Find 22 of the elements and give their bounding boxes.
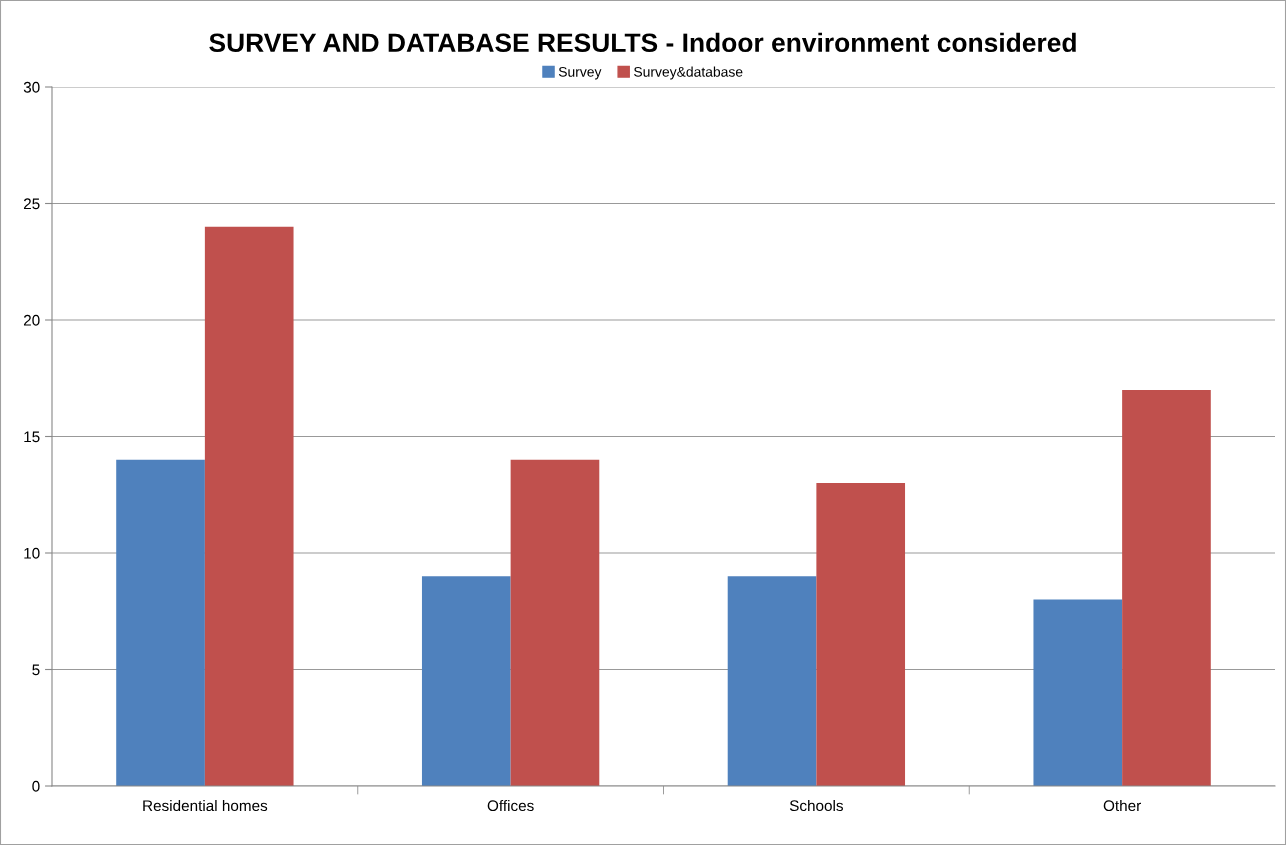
y-tick-label: 0 [32,780,40,792]
y-tick-label: 30 [23,81,40,93]
x-tick-label: Other [1103,799,1141,812]
bar [204,226,294,786]
bar [816,483,906,786]
bar [1122,389,1211,786]
bar [510,459,600,786]
bar [1033,599,1123,786]
bar [116,459,205,786]
chart-title: SURVEY AND DATABASE RESULTS - Indoor environment considered [209,32,1076,53]
legend-label: Survey [558,66,602,80]
bar [421,576,511,786]
bar [727,576,817,786]
x-tick-label: Offices [487,799,534,812]
y-tick-label: 10 [24,547,40,559]
y-tick-label: 20 [23,314,40,326]
y-tick-label: 5 [32,664,40,676]
legend-label: Survey&database [634,66,743,80]
y-tick-label: 15 [24,431,40,443]
x-tick-label: Residential homes [143,799,268,812]
y-tick-label: 25 [23,198,40,210]
x-tick-label: Schools [789,799,843,812]
